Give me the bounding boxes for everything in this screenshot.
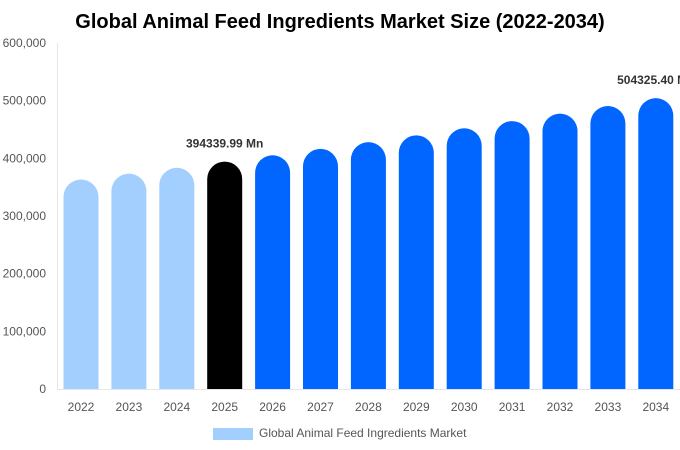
bar-2025[interactable] [207, 161, 243, 389]
y-tick-label: 400,000 [3, 151, 47, 165]
legend-label[interactable]: Global Animal Feed Ingredients Market [259, 426, 467, 440]
y-tick-label: 200,000 [3, 267, 47, 281]
x-tick-label: 2032 [547, 400, 574, 414]
bar-2028[interactable] [350, 142, 386, 389]
bar-2031[interactable] [494, 121, 530, 389]
chart-title: Global Animal Feed Ingredients Market Si… [75, 11, 604, 33]
bar-2024[interactable] [159, 167, 195, 389]
bar-2034[interactable] [638, 98, 674, 389]
x-tick-label: 2028 [355, 400, 382, 414]
y-tick-label: 0 [39, 382, 46, 396]
y-tick-label: 500,000 [3, 94, 47, 108]
x-tick-label: 2026 [259, 400, 286, 414]
bar-2027[interactable] [303, 148, 338, 389]
x-tick-label: 2034 [642, 400, 669, 414]
bar-2022[interactable] [63, 179, 99, 389]
x-tick-label: 2023 [116, 400, 143, 414]
y-tick-label: 300,000 [3, 209, 47, 223]
legend-swatch[interactable] [213, 428, 253, 440]
x-tick-label: 2031 [499, 400, 526, 414]
bar-2030[interactable] [446, 128, 482, 389]
y-tick-label: 600,000 [3, 36, 47, 50]
data-label: 504325.40 Mn [617, 73, 680, 87]
x-tick-label: 2022 [68, 400, 95, 414]
x-tick-label: 2027 [307, 400, 334, 414]
x-tick-label: 2030 [451, 400, 478, 414]
data-label: 394339.99 Mn [186, 137, 263, 151]
bar-2033[interactable] [590, 106, 626, 389]
bar-2026[interactable] [255, 155, 291, 389]
x-tick-label: 2025 [211, 400, 238, 414]
bar-2023[interactable] [111, 173, 147, 389]
bar-2029[interactable] [398, 135, 434, 389]
x-tick-label: 2024 [163, 400, 190, 414]
x-tick-label: 2029 [403, 400, 430, 414]
bar-2032[interactable] [542, 113, 578, 389]
y-tick-label: 100,000 [3, 324, 47, 338]
x-tick-label: 2033 [595, 400, 622, 414]
